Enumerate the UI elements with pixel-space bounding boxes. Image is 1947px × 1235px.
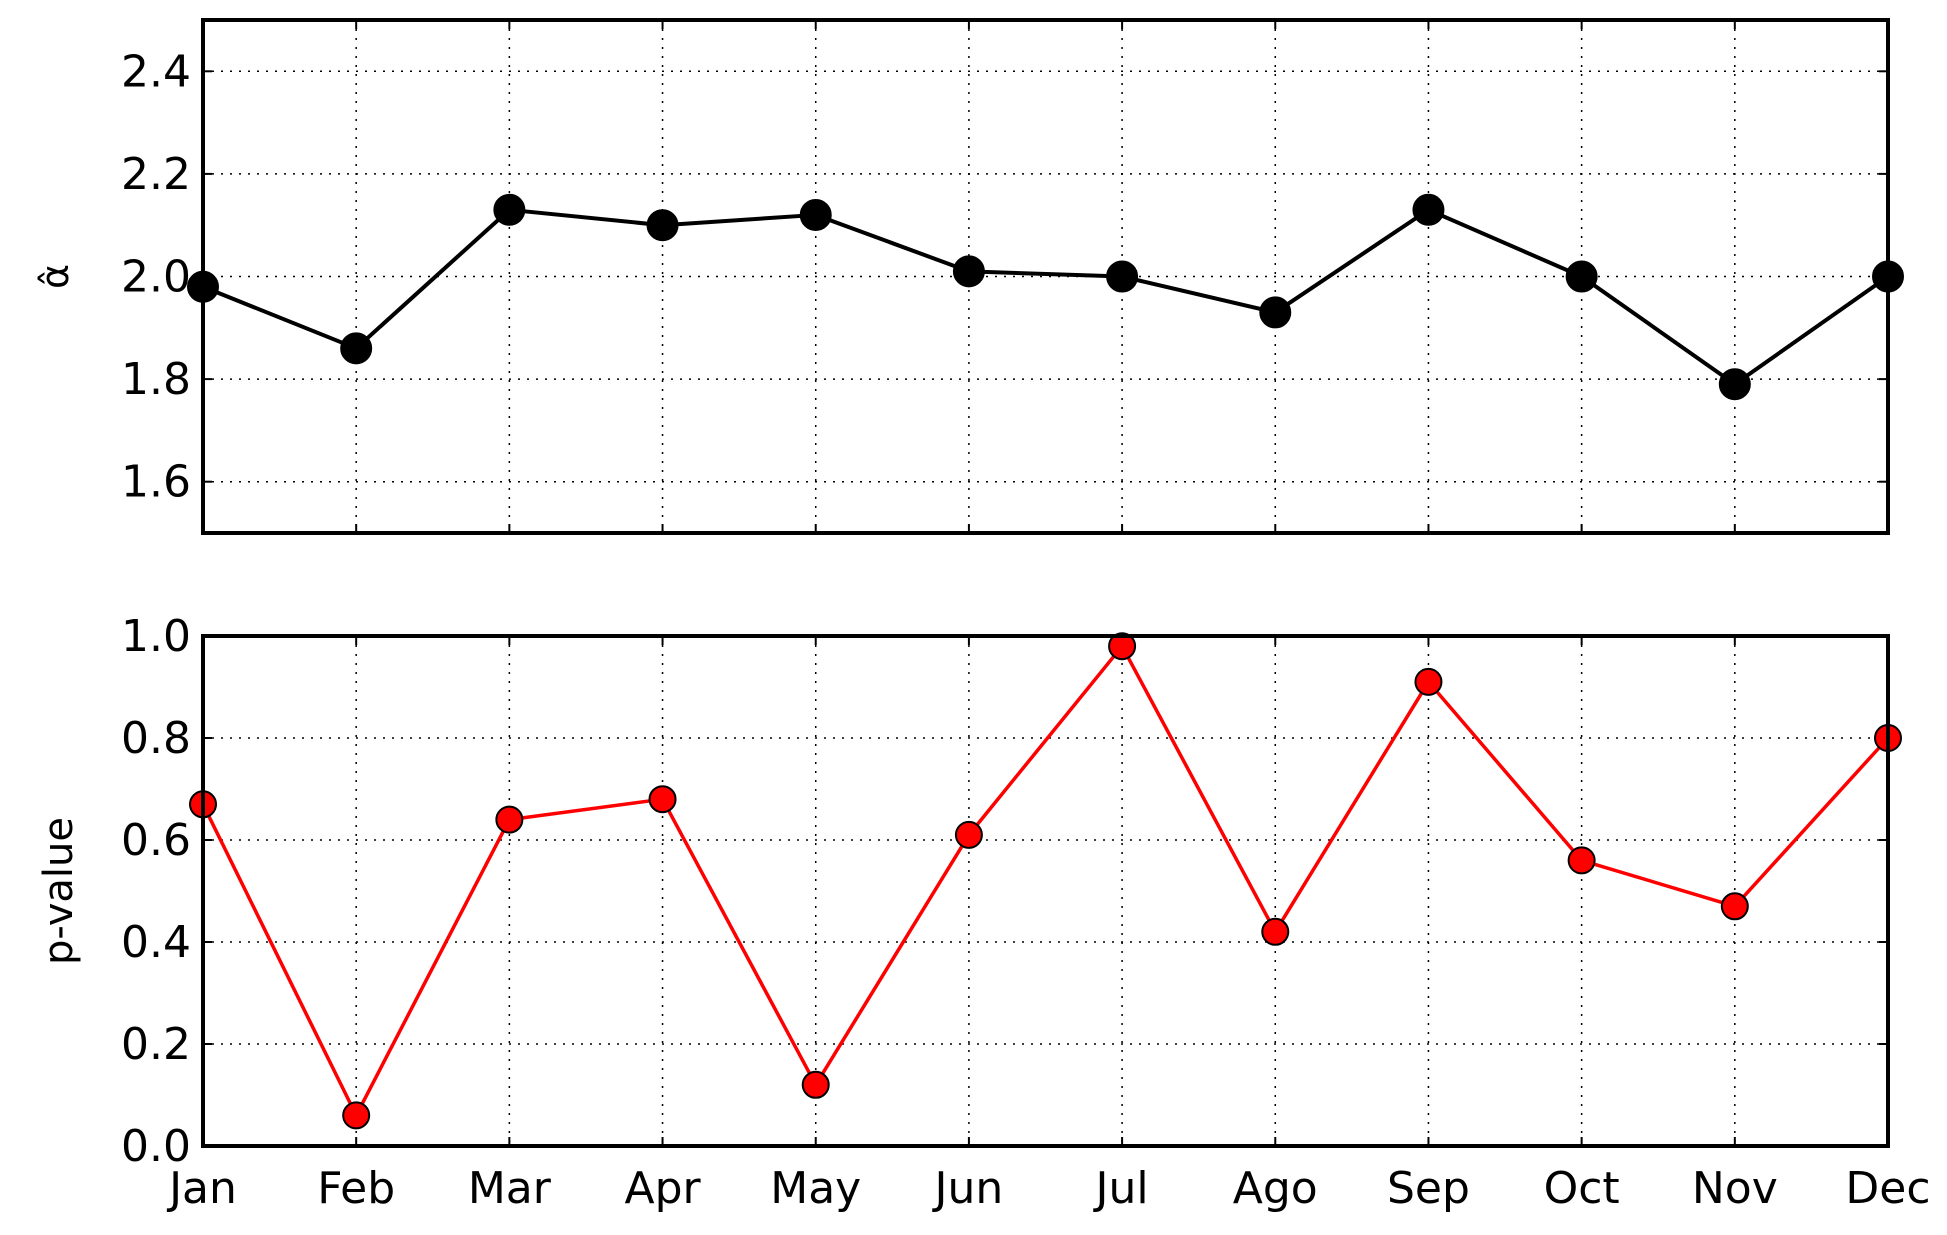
data-point xyxy=(646,209,679,242)
data-point xyxy=(340,332,373,365)
data-point xyxy=(801,1070,830,1099)
data-point xyxy=(1565,260,1598,293)
y-tick-label: 0.6 xyxy=(121,815,191,866)
series-line xyxy=(201,644,1890,1118)
y-tick-label: 2.0 xyxy=(121,252,191,303)
y-tick-label: 2.2 xyxy=(121,149,191,200)
x-tick-label: Nov xyxy=(1692,1163,1778,1214)
y-tick-label: 2.4 xyxy=(121,46,191,97)
x-tick-label: Oct xyxy=(1544,1163,1620,1214)
x-tick-label: Jul xyxy=(1093,1163,1149,1214)
y-tick-label: 1.8 xyxy=(121,354,191,405)
y-axis-label: p-value xyxy=(36,817,82,965)
x-tick-label: Mar xyxy=(468,1163,552,1214)
y-tick-label: 1.0 xyxy=(121,611,191,662)
data-point xyxy=(799,198,832,231)
x-tick-label: Jan xyxy=(166,1163,237,1214)
data-point xyxy=(1261,917,1290,946)
data-point xyxy=(1720,892,1749,921)
x-tick-label: Dec xyxy=(1845,1163,1930,1214)
data-point xyxy=(1567,846,1596,875)
y-tick-label: 0.2 xyxy=(121,1019,191,1070)
data-point xyxy=(495,805,524,834)
data-point xyxy=(1106,260,1139,293)
axes-frame xyxy=(201,634,1890,1148)
x-tick-label: Apr xyxy=(624,1163,701,1214)
y-axis-label: α̂ xyxy=(33,264,77,289)
x-tick-label: Sep xyxy=(1387,1163,1470,1214)
data-point xyxy=(954,820,983,849)
series-line xyxy=(202,207,1890,387)
x-tick-label: Feb xyxy=(317,1163,395,1214)
x-tick-label: Jun xyxy=(932,1163,1004,1214)
data-point xyxy=(1259,296,1292,329)
data-point xyxy=(493,193,526,226)
x-tick-label: Ago xyxy=(1233,1163,1318,1214)
y-tick-label: 0.8 xyxy=(121,713,191,764)
y-tick-label: 0.4 xyxy=(121,917,191,968)
data-point xyxy=(952,255,985,288)
data-point xyxy=(1414,667,1443,696)
alpha-hat-panel: 1.6 1.8 2.0 2.2 2.4 α̂ xyxy=(33,18,1904,535)
data-point xyxy=(1412,193,1445,226)
data-point xyxy=(342,1101,371,1130)
y-tick-label: 1.6 xyxy=(121,457,191,508)
data-point xyxy=(1718,368,1751,401)
p-value-panel: 0.0 0.2 0.4 0.6 0.8 1.0 Jan Feb Mar Apr May Jun Jul A… xyxy=(36,611,1931,1214)
data-point xyxy=(1108,632,1137,661)
y-tick-label: 0.0 xyxy=(121,1121,191,1172)
axes-frame xyxy=(201,18,1890,535)
data-point xyxy=(648,785,677,814)
x-tick-label: May xyxy=(770,1163,861,1214)
